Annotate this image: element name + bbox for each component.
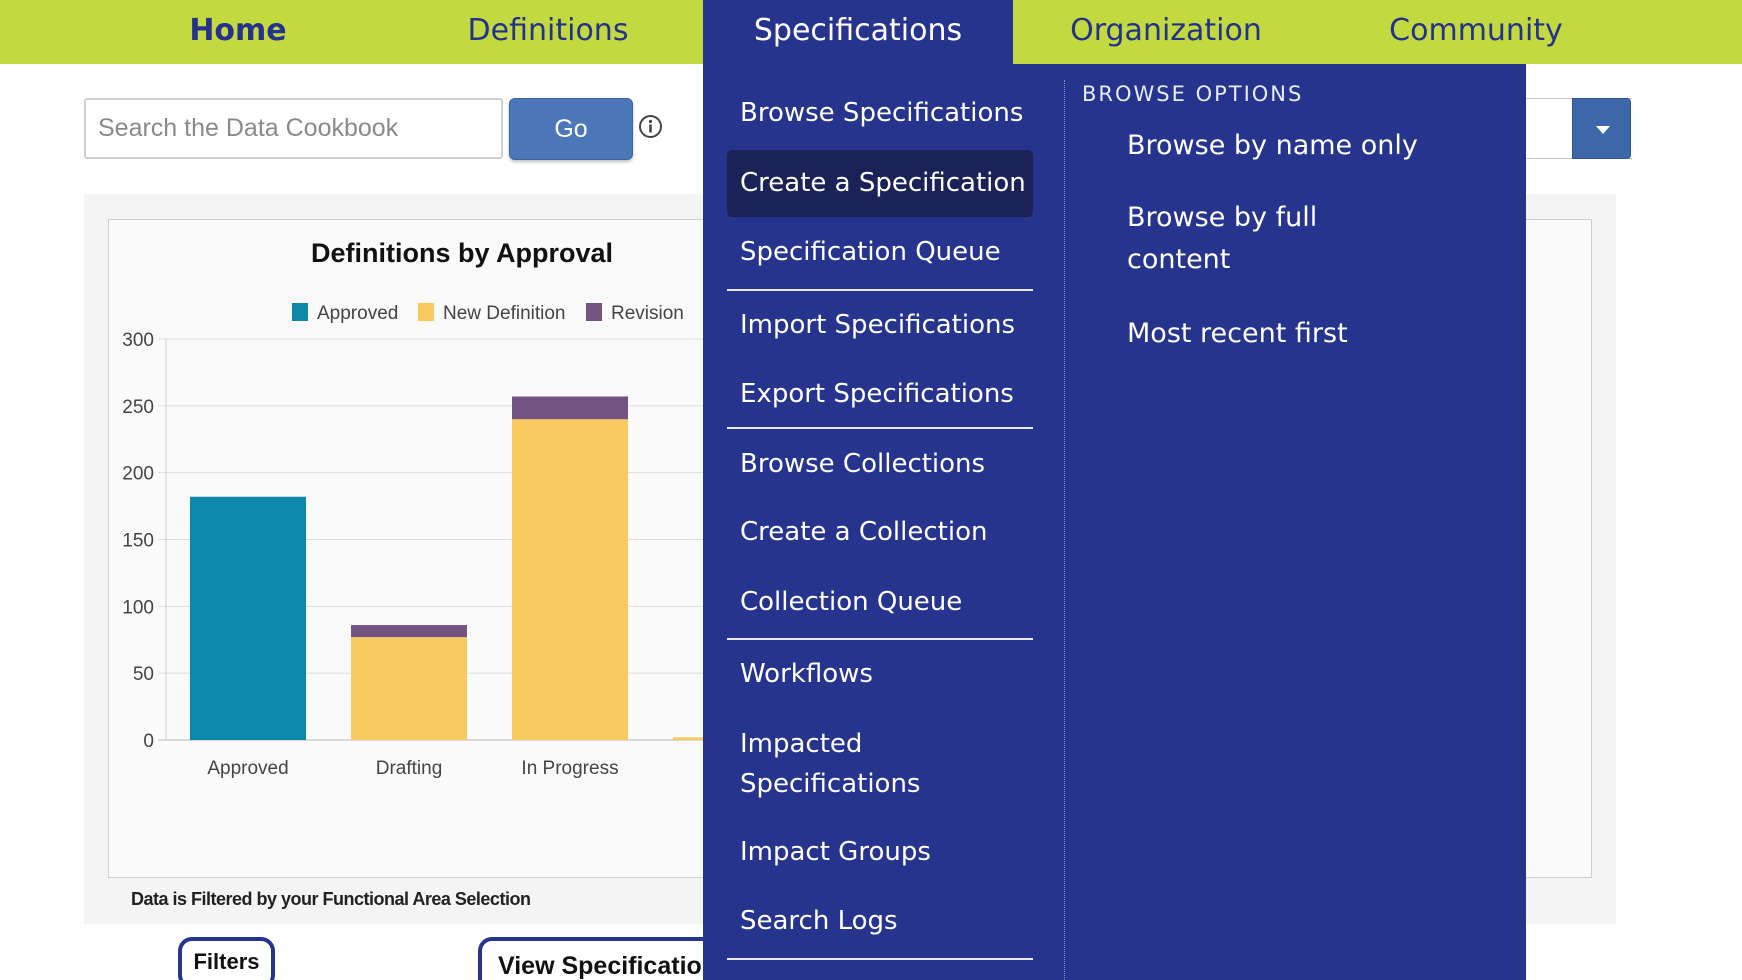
chart-y-axis: 0 50 100 150 200 250 300 xyxy=(122,330,154,752)
menu-item-impact-groups[interactable]: Impact Groups xyxy=(740,837,931,867)
legend-swatch xyxy=(586,303,602,321)
filters-button[interactable]: Filters xyxy=(178,937,275,980)
nav-community[interactable]: Community xyxy=(1389,13,1563,48)
bar-drafting-new-definition[interactable] xyxy=(351,637,467,740)
menu-item-export-specifications[interactable]: Export Specifications xyxy=(740,379,1014,409)
x-tick-label: Drafting xyxy=(376,758,443,779)
chart-legend: Approved New Definition Revision xyxy=(292,303,684,324)
bar-in-progress-new-definition[interactable] xyxy=(512,419,628,740)
menu-item-impacted-specifications[interactable]: Impacted Specifications xyxy=(740,729,921,799)
nav-definitions[interactable]: Definitions xyxy=(467,13,629,48)
y-tick-label: 150 xyxy=(122,531,154,552)
top-navigation: Home Definitions Specifications Organiza… xyxy=(0,0,1742,64)
y-tick-label: 100 xyxy=(122,597,154,618)
menu-item-browse-specifications[interactable]: Browse Specifications xyxy=(740,98,1024,128)
menu-item-collection-queue[interactable]: Collection Queue xyxy=(740,587,963,617)
bar-r-new-definition[interactable] xyxy=(673,737,728,740)
caret-down-icon xyxy=(1596,126,1610,134)
menu-item-import-specifications[interactable]: Import Specifications xyxy=(740,310,1016,340)
legend-swatch xyxy=(418,303,434,321)
option-browse-by-full-content[interactable]: Browse by full content xyxy=(1127,202,1318,275)
y-tick-label: 50 xyxy=(133,664,154,685)
search-input[interactable] xyxy=(84,98,503,159)
bar-drafting-revision[interactable] xyxy=(351,625,467,638)
definitions-chart: Definitions by Approval Approved New Defi… xyxy=(122,238,728,779)
nav-specifications[interactable]: Specifications xyxy=(703,0,1013,64)
legend-swatch xyxy=(292,303,308,321)
x-tick-label: Approved xyxy=(207,758,288,779)
menu-item-search-logs[interactable]: Search Logs xyxy=(740,906,898,936)
menu-item-specification-queue[interactable]: Specification Queue xyxy=(740,237,1001,267)
menu-divider xyxy=(727,289,1033,291)
menu-item-workflows[interactable]: Workflows xyxy=(740,659,873,689)
legend-label[interactable]: New Definition xyxy=(443,303,566,324)
go-button[interactable]: Go xyxy=(509,98,633,160)
menu-item-create-specification[interactable]: Create a Specification xyxy=(727,150,1033,217)
browse-options-heading: BROWSE OPTIONS xyxy=(1082,82,1304,106)
y-tick-label: 250 xyxy=(122,397,154,418)
menu-divider xyxy=(727,638,1033,640)
menu-divider xyxy=(727,958,1033,960)
x-tick-label: In Progress xyxy=(521,758,618,779)
chart-title: Definitions by Approval xyxy=(311,238,613,268)
option-most-recent-first[interactable]: Most recent first xyxy=(1127,318,1348,349)
bar-approved-approved[interactable] xyxy=(190,496,306,740)
menu-item-create-collection[interactable]: Create a Collection xyxy=(740,517,988,547)
y-tick-label: 0 xyxy=(143,731,154,752)
chart-filter-note: Data is Filtered by your Functional Area… xyxy=(131,889,531,909)
nav-organization[interactable]: Organization xyxy=(1070,13,1262,48)
y-tick-label: 200 xyxy=(122,464,154,485)
select-toggle-button[interactable] xyxy=(1572,98,1631,159)
legend-label[interactable]: Approved xyxy=(317,303,398,324)
chart-bars xyxy=(190,396,728,740)
menu-column-separator xyxy=(1064,80,1065,980)
menu-item-browse-collections[interactable]: Browse Collections xyxy=(740,449,986,479)
specifications-dropdown-menu: Browse Specifications Create a Specifica… xyxy=(703,64,1526,980)
bar-in-progress-revision[interactable] xyxy=(512,396,628,420)
view-specifications-button[interactable]: View Specifications xyxy=(478,937,738,980)
legend-label[interactable]: Revision xyxy=(611,303,684,324)
menu-divider xyxy=(727,427,1033,429)
option-browse-by-name[interactable]: Browse by name only xyxy=(1127,130,1418,161)
nav-home[interactable]: Home xyxy=(189,13,287,48)
info-icon[interactable] xyxy=(638,114,663,139)
y-tick-label: 300 xyxy=(122,330,154,351)
